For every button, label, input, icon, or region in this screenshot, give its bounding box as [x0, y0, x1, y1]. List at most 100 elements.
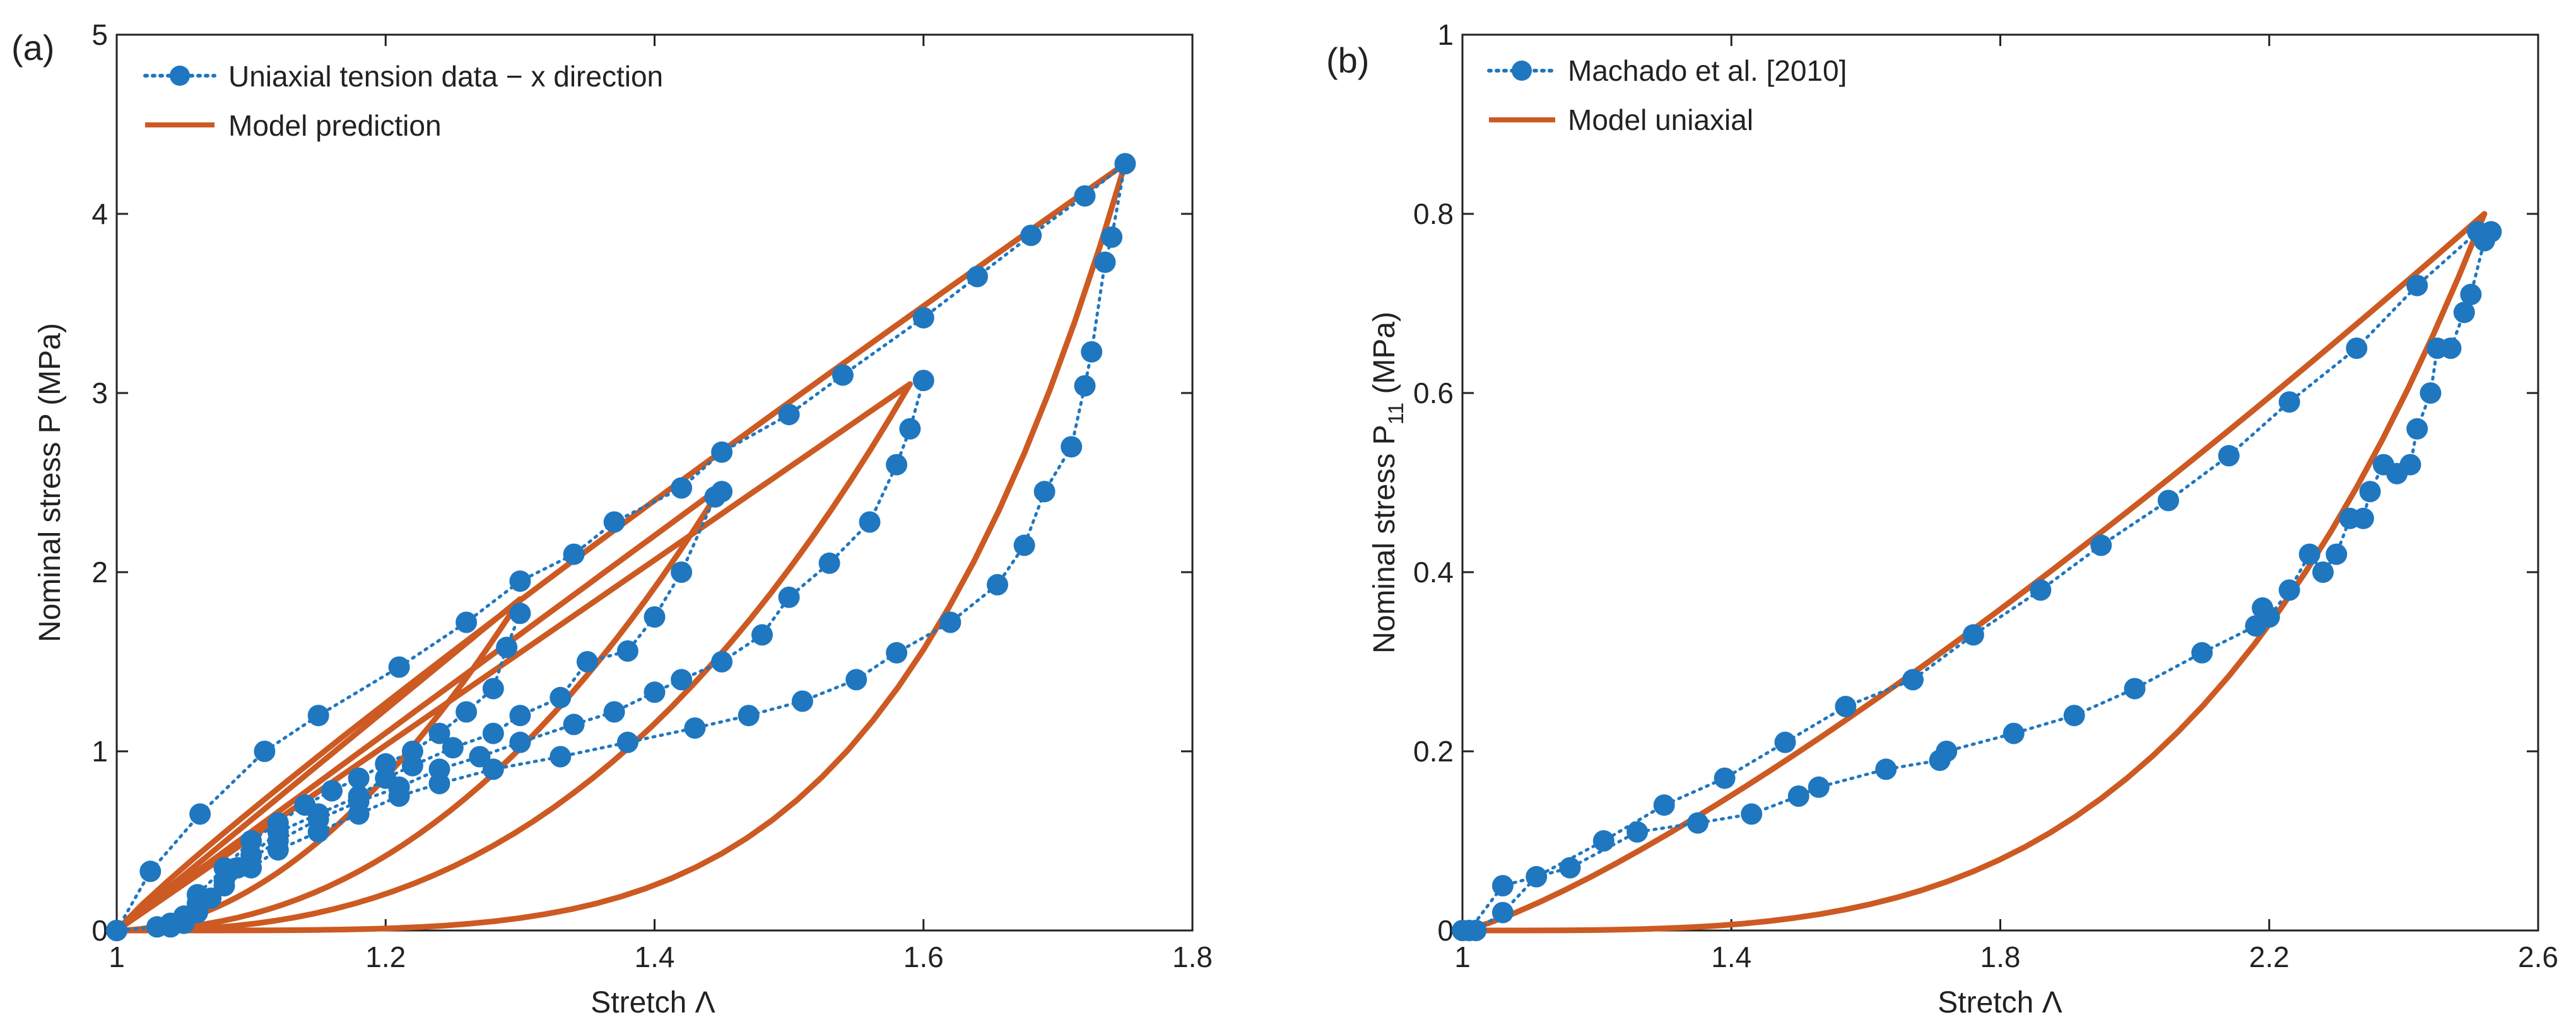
data-point: [2339, 507, 2361, 529]
data-point: [2124, 678, 2146, 700]
y-tick-label: 3: [91, 377, 108, 409]
data-point: [684, 717, 706, 739]
data-point: [987, 573, 1008, 596]
data-point: [2090, 534, 2112, 556]
data-point: [482, 722, 504, 744]
data-point: [967, 266, 988, 288]
data-point: [2298, 543, 2320, 565]
data-point: [1013, 534, 1035, 556]
data-series-line: [1461, 230, 2495, 932]
data-point: [388, 656, 410, 678]
data-point: [456, 611, 478, 633]
panel-b-legend: Machado et al. [2010] Model uniaxial: [1487, 54, 1847, 136]
model-curve: [115, 483, 725, 934]
panel-b-ticks: 1 1.4 1.8 2.2 2.6 0 0.2 0.4 0.6 0.8 1: [1413, 18, 2558, 973]
data-point: [348, 767, 370, 789]
data-point: [644, 606, 666, 628]
data-point: [671, 561, 693, 583]
data-point: [2312, 561, 2334, 583]
y-tick-label: 0.2: [1413, 735, 1454, 768]
data-point: [671, 477, 693, 499]
data-point: [1033, 481, 1056, 503]
data-point: [2426, 337, 2449, 359]
data-point: [1808, 776, 1830, 798]
data-point: [616, 640, 638, 662]
data-point: [886, 454, 908, 476]
data-point: [1902, 669, 1924, 691]
data-point: [189, 803, 211, 825]
data-point: [482, 678, 504, 700]
panel-a-label: (a): [11, 28, 54, 67]
legend-b-data-marker: [1512, 61, 1532, 81]
data-point: [200, 887, 222, 909]
data-point: [859, 511, 881, 533]
x-tick-label: 2.6: [2518, 941, 2558, 973]
data-point: [1081, 341, 1103, 363]
data-point: [704, 486, 726, 508]
data-point: [1094, 251, 1116, 273]
data-point: [2473, 230, 2495, 252]
data-point: [778, 404, 800, 426]
panel-a-legend: Uniaxial tension data − x direction Mode…: [143, 60, 663, 142]
data-point: [482, 758, 504, 780]
data-point: [139, 860, 162, 883]
data-point: [1626, 821, 1649, 843]
model-curve: [1461, 211, 2488, 934]
data-point: [2218, 445, 2240, 467]
x-tick-label: 1.2: [365, 941, 406, 973]
data-point: [2030, 579, 2052, 601]
y-tick-label: 0.6: [1413, 377, 1454, 409]
x-tick-label: 2.2: [2249, 941, 2290, 973]
data-point: [2278, 391, 2300, 413]
data-point: [644, 681, 666, 703]
panel-b-x-axis-label: Stretch Λ: [1938, 986, 2062, 1019]
data-point: [226, 857, 249, 879]
data-point: [186, 901, 208, 924]
y-tick-label: 1: [1437, 18, 1454, 51]
panel-b: (b) 1 1.4 1.8 2.2 2.6 0 0.2 0.4 0.6 0.8 1 Machado …: [1326, 18, 2558, 1019]
data-point: [388, 776, 410, 798]
data-point: [2191, 642, 2213, 664]
legend-b-data-label: Machado et al. [2010]: [1568, 54, 1847, 87]
data-point: [456, 701, 478, 723]
data-point: [616, 731, 638, 753]
data-point: [912, 370, 934, 392]
data-point: [509, 731, 531, 753]
data-point: [2278, 579, 2300, 601]
data-point: [845, 669, 867, 691]
data-point: [2252, 597, 2274, 619]
data-point: [1458, 920, 1480, 941]
data-point: [711, 651, 733, 672]
panel-a-x-axis-label: Stretch Λ: [591, 986, 715, 1019]
data-point: [509, 705, 531, 727]
legend-a-model-label: Model prediction: [228, 109, 442, 142]
data-point: [254, 741, 276, 762]
data-point: [2453, 302, 2475, 324]
panel-a-y-axis-label: Nominal stress P (MPa): [33, 323, 67, 642]
x-tick-label: 1.6: [903, 941, 944, 973]
data-point: [1592, 830, 1614, 852]
data-point: [939, 611, 962, 633]
data-point: [428, 758, 450, 780]
panel-b-y-label-unit: (MPa): [1368, 312, 1401, 402]
data-point: [1114, 153, 1136, 175]
data-point: [267, 830, 289, 852]
y-tick-label: 0: [91, 914, 108, 947]
data-point: [1774, 731, 1796, 753]
data-point: [886, 642, 908, 664]
y-tick-label: 0: [1437, 914, 1454, 947]
data-point: [751, 624, 773, 646]
data-point: [442, 737, 464, 759]
data-point: [1929, 749, 1951, 772]
data-point: [778, 586, 800, 608]
data-point: [2420, 382, 2442, 404]
data-point: [2406, 418, 2428, 440]
data-point: [2359, 481, 2381, 503]
data-point: [2245, 615, 2267, 637]
data-point: [2346, 337, 2368, 359]
data-point: [1653, 794, 1675, 816]
data-point: [1875, 758, 1897, 780]
data-point: [240, 844, 262, 866]
